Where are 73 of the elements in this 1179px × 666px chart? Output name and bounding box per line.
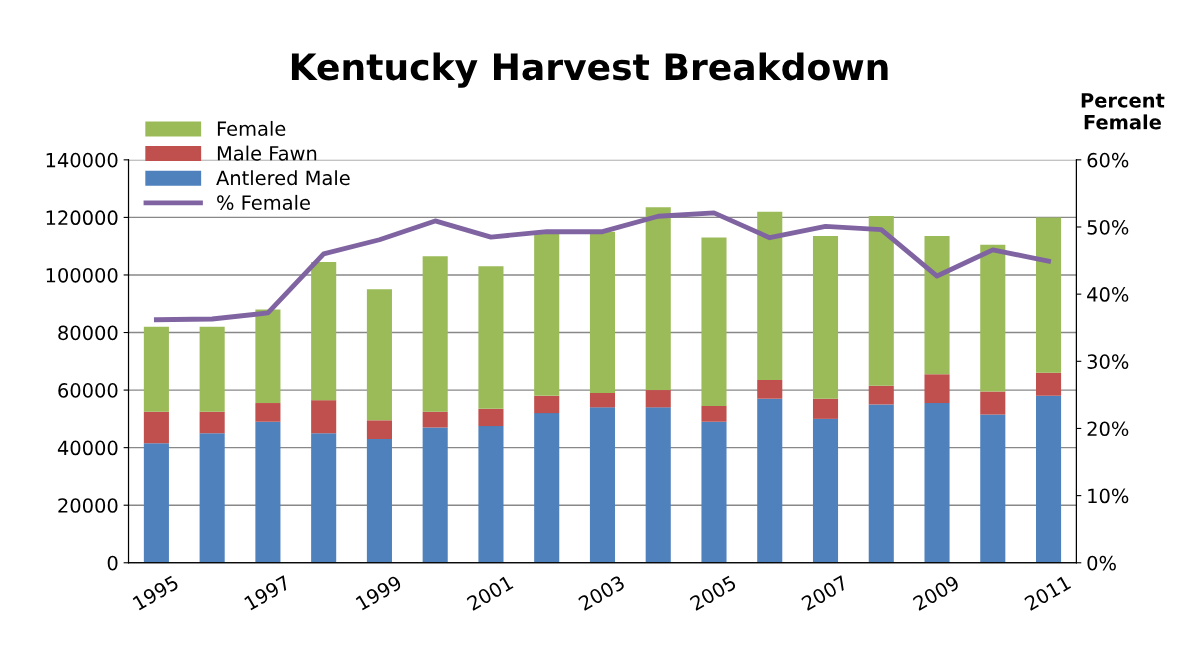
y-tick-label: 140000 [46, 152, 118, 168]
legend-label: Antlered Male [216, 170, 350, 186]
y-tick-label: 120000 [46, 210, 118, 226]
y-tick-label: 20000 [58, 498, 118, 513]
y2-tick-label: 50% [1087, 219, 1129, 235]
legend-label: % Female [217, 194, 310, 210]
bar [868, 215, 894, 386]
bar [868, 404, 894, 563]
bar [422, 411, 448, 428]
bar [366, 439, 392, 563]
bar [478, 426, 504, 563]
chart-title: Kentucky Harvest Breakdown [291, 52, 888, 88]
bar [1036, 395, 1062, 563]
bar [366, 289, 392, 421]
bar [924, 236, 950, 375]
bar [311, 262, 337, 401]
bar [1036, 217, 1062, 373]
y-tick-label: 0 [107, 555, 118, 571]
bar [980, 391, 1006, 415]
y-tick-label: 60000 [58, 383, 118, 398]
y2-tick-label: 0% [1087, 555, 1116, 571]
bar [924, 374, 950, 404]
y2-tick-label: 10% [1088, 488, 1129, 504]
bar [366, 420, 392, 440]
bar [199, 326, 225, 412]
bar [757, 398, 783, 563]
bar [255, 309, 281, 404]
legend-label: Male Fawn [217, 145, 317, 161]
y2-tick-label: 30% [1087, 354, 1129, 369]
bar [812, 398, 839, 419]
bar [143, 443, 169, 563]
bar [1036, 372, 1062, 396]
y2-tick-label: 20% [1087, 421, 1129, 437]
y-tick-label: 80000 [58, 325, 118, 341]
y2-tick-label: 60% [1087, 152, 1129, 168]
legend-label: Female [217, 120, 286, 136]
bar [757, 211, 783, 381]
bar [645, 207, 671, 391]
y-tick-label: 100000 [46, 267, 118, 283]
bar [980, 414, 1006, 563]
bar [255, 421, 281, 563]
bar [924, 403, 950, 563]
bar [701, 421, 727, 563]
bar [311, 433, 337, 563]
bar [757, 380, 783, 399]
bar [534, 413, 560, 563]
bar [143, 411, 169, 444]
bar [534, 231, 560, 396]
bar [422, 427, 448, 563]
bar [311, 400, 337, 434]
bar [478, 408, 504, 427]
bar [478, 266, 504, 409]
bar [645, 407, 671, 563]
bar [980, 244, 1006, 392]
bar [868, 385, 894, 405]
bar [589, 407, 616, 563]
bar [812, 418, 839, 563]
line-series [153, 210, 1051, 323]
bar [199, 411, 225, 434]
bar [255, 403, 281, 422]
y-tick-label: 40000 [57, 440, 118, 456]
bar [589, 231, 616, 393]
bar [701, 237, 727, 406]
bar [422, 256, 448, 412]
bar [812, 236, 839, 399]
y2-tick-label: 40% [1087, 287, 1129, 302]
bar [589, 392, 616, 408]
bar [534, 395, 560, 414]
y2-axis-title: Percent Female [1081, 93, 1165, 130]
bar [143, 326, 169, 412]
bar [645, 390, 671, 408]
bar [199, 433, 225, 563]
bar [701, 405, 727, 422]
